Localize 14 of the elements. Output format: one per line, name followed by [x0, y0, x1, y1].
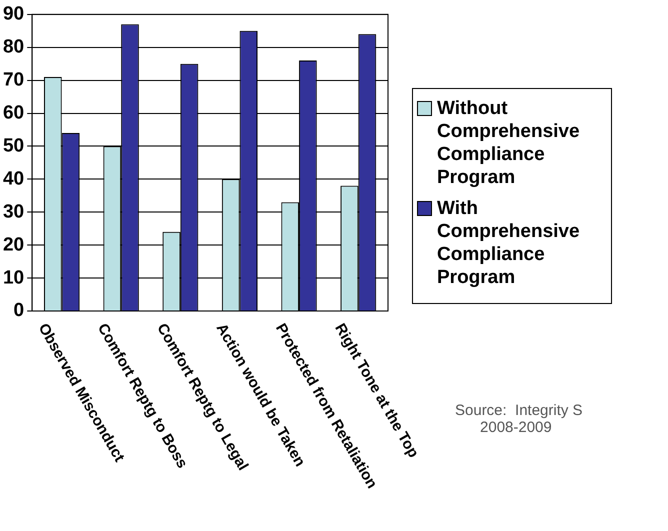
y-tick-label: 10 — [2, 267, 24, 288]
y-tick-label: 60 — [2, 102, 24, 124]
y-tick-label: 50 — [2, 135, 24, 156]
y-tick-label: 90 — [2, 4, 24, 25]
y-tick-label: 40 — [2, 168, 24, 190]
y-tick-label: 30 — [2, 201, 24, 222]
y-tick-label: 80 — [2, 36, 24, 58]
legend-label: With Comprehensive Compliance Program — [437, 197, 581, 289]
legend-label: Without Comprehensive Compliance Program — [437, 97, 581, 189]
y-tick-label: 0 — [14, 300, 24, 322]
y-tick-label: 20 — [2, 234, 24, 256]
text: 2008-2009 — [480, 419, 552, 436]
y-tick-label: 70 — [2, 70, 24, 91]
source-note: Source: Integrity S — [455, 402, 583, 419]
